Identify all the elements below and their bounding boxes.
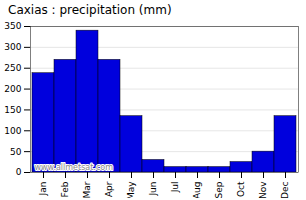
svg-text:Jan: Jan — [38, 182, 48, 197]
svg-text:200: 200 — [4, 84, 21, 94]
svg-text:Jun: Jun — [148, 182, 158, 197]
svg-text:Jul: Jul — [170, 182, 180, 194]
svg-text:300: 300 — [4, 42, 21, 52]
svg-text:350: 350 — [4, 21, 21, 31]
svg-text:250: 250 — [4, 63, 21, 73]
svg-text:150: 150 — [4, 105, 21, 115]
svg-text:Oct: Oct — [236, 181, 246, 197]
svg-text:100: 100 — [4, 126, 21, 136]
html-text:Caxias : precipitation (mm): Caxias : precipitation (mm) — [8, 3, 172, 17]
svg-text:Apr: Apr — [104, 181, 114, 197]
svg-text:Dec: Dec — [280, 181, 290, 198]
svg-text:Aug: Aug — [192, 182, 202, 199]
svg-text:Sep: Sep — [214, 181, 224, 198]
svg-text:www.allmetsat.com: www.allmetsat.com — [35, 163, 114, 172]
svg-text:May: May — [126, 181, 136, 198]
svg-text:Mar: Mar — [82, 181, 92, 198]
svg-text:Nov: Nov — [258, 181, 268, 198]
svg-text:Feb: Feb — [60, 181, 70, 197]
svg-text:0: 0 — [16, 167, 22, 177]
svg-text:50: 50 — [10, 147, 22, 157]
